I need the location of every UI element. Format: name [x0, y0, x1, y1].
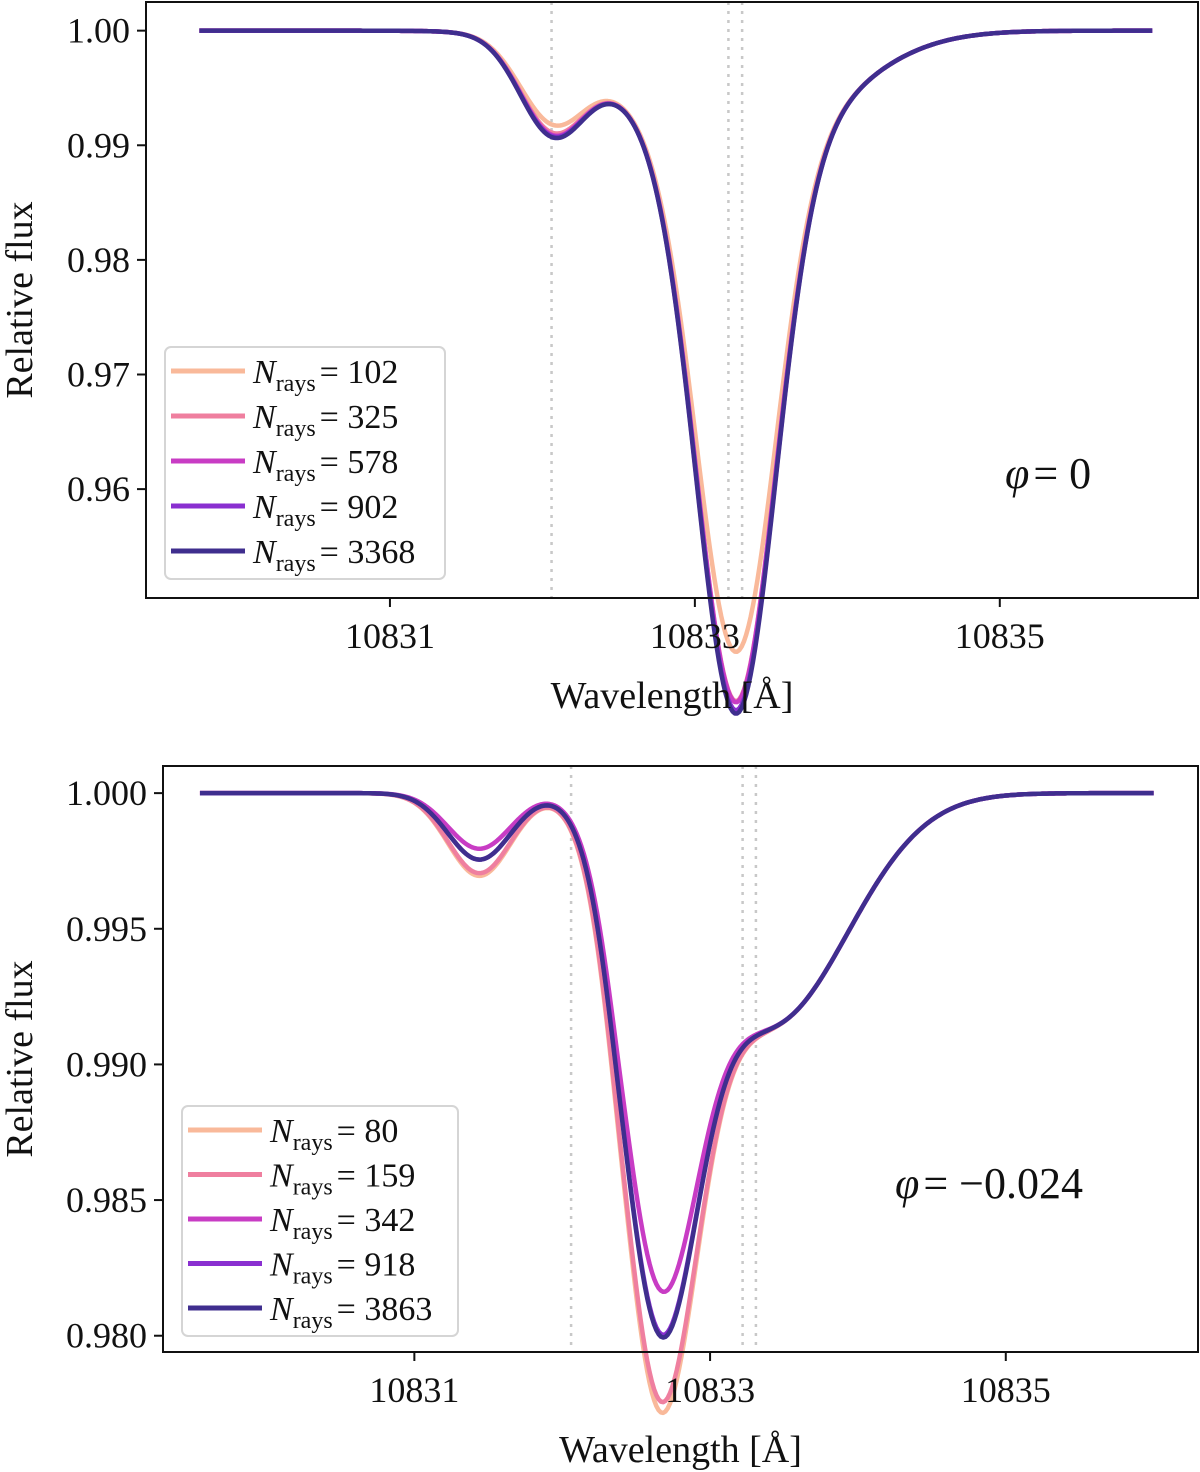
plot-frame	[162, 765, 1199, 1353]
legend-label: Nrays = 3368	[252, 534, 415, 577]
legend-box	[164, 346, 446, 580]
legend-label: Nrays = 578	[252, 444, 398, 487]
legend-symbol: N	[269, 1202, 295, 1239]
legend-subscript: rays	[293, 1308, 333, 1334]
phase-annotation: φ= −0.024	[895, 1159, 1083, 1208]
legend-label: Nrays = 3863	[269, 1291, 432, 1334]
chart-panel-1: 10831 10833 10835 0.96 0.97 0.98 0.99 1.00 Wavel…	[0, 1, 1199, 717]
legend-value: = 902	[320, 489, 399, 526]
legend-subscript: rays	[293, 1219, 333, 1245]
chart-panel-2: 10831 10833 10835 0.980 0.985 0.990 0.995 1.000…	[0, 765, 1199, 1471]
legend-symbol: N	[269, 1158, 295, 1195]
y-tick-label: 0.97	[67, 355, 130, 395]
legend-subscript: rays	[293, 1175, 333, 1201]
legend-value: = 3368	[320, 534, 416, 571]
y-tick-label: 1.000	[66, 773, 147, 813]
y-tick-label: 0.995	[66, 909, 147, 949]
legend-symbol: N	[252, 489, 278, 526]
legend-symbol: N	[269, 1291, 295, 1328]
legend-label: Nrays = 342	[269, 1202, 415, 1245]
legend-symbol: N	[252, 444, 278, 481]
y-axis-label: Relative flux	[0, 960, 41, 1157]
legend-value: = 918	[337, 1247, 416, 1284]
legend-subscript: rays	[276, 416, 316, 442]
y-tick-label: 1.00	[67, 11, 130, 51]
legend-subscript: rays	[276, 551, 316, 577]
phase-symbol: φ	[895, 1159, 919, 1208]
legend-symbol: N	[252, 354, 278, 391]
x-tick-label: 10835	[961, 1370, 1051, 1410]
y-axis-label: Relative flux	[0, 201, 41, 398]
legend-symbol: N	[252, 399, 278, 436]
legend-subscript: rays	[293, 1264, 333, 1290]
y-tick-label: 0.985	[66, 1180, 147, 1220]
legend-label: Nrays = 918	[269, 1247, 415, 1290]
x-tick-label: 10833	[665, 1370, 755, 1410]
y-tick-label: 0.98	[67, 240, 130, 280]
phase-symbol: φ	[1005, 449, 1029, 498]
phase-annotation: φ= 0	[1005, 449, 1091, 498]
legend-label: Nrays = 325	[252, 399, 398, 442]
legend-subscript: rays	[276, 506, 316, 532]
legend-label: Nrays = 159	[269, 1158, 415, 1201]
x-tick-label: 10833	[650, 616, 740, 656]
series-line-5	[199, 790, 1154, 1340]
legend-value: = 80	[337, 1113, 399, 1150]
x-tick-label: 10831	[345, 616, 435, 656]
legend-value: = 342	[337, 1202, 416, 1239]
x-tick-label: 10835	[955, 616, 1045, 656]
legend-symbol: N	[252, 534, 278, 571]
legend-subscript: rays	[276, 461, 316, 487]
legend-value: = 3863	[337, 1291, 433, 1328]
legend-value: = 578	[320, 444, 399, 481]
legend-subscript: rays	[276, 371, 316, 397]
x-tick-label: 10831	[369, 1370, 459, 1410]
phase-value: = 0	[1033, 449, 1091, 498]
x-axis-label: Wavelength [Å]	[551, 675, 794, 717]
legend-value: = 159	[337, 1158, 416, 1195]
x-axis-label: Wavelength [Å]	[559, 1429, 802, 1471]
legend-box	[181, 1105, 459, 1337]
legend-symbol: N	[269, 1113, 295, 1150]
series-line-5	[199, 28, 1153, 716]
legend-value: = 102	[320, 354, 399, 391]
y-tick-label: 0.990	[66, 1044, 147, 1084]
plot-frame	[145, 1, 1199, 599]
legend-label: Nrays = 902	[252, 489, 398, 532]
phase-value: = −0.024	[923, 1159, 1083, 1208]
y-tick-label: 0.980	[66, 1316, 147, 1356]
y-tick-label: 0.99	[67, 125, 130, 165]
legend-subscript: rays	[293, 1130, 333, 1156]
legend-label: Nrays = 102	[252, 354, 398, 397]
legend-label: Nrays = 80	[269, 1113, 398, 1156]
legend-symbol: N	[269, 1247, 295, 1284]
legend-value: = 325	[320, 399, 399, 436]
y-tick-label: 0.96	[67, 469, 130, 509]
